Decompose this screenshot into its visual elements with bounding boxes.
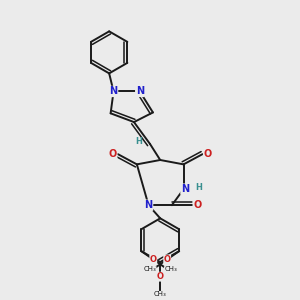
Text: N: N bbox=[145, 200, 153, 210]
Text: N: N bbox=[181, 184, 189, 194]
Text: N: N bbox=[136, 86, 144, 96]
Text: CH₃: CH₃ bbox=[154, 291, 167, 297]
Text: O: O bbox=[194, 200, 202, 210]
Text: O: O bbox=[204, 149, 212, 159]
Text: CH₃: CH₃ bbox=[143, 266, 156, 272]
Text: H: H bbox=[195, 183, 202, 192]
Text: O: O bbox=[150, 255, 157, 264]
Text: O: O bbox=[109, 149, 117, 159]
Text: CH₃: CH₃ bbox=[164, 266, 177, 272]
Text: N: N bbox=[110, 86, 118, 96]
Text: O: O bbox=[164, 255, 171, 264]
Text: O: O bbox=[157, 272, 164, 281]
Text: H: H bbox=[136, 136, 142, 146]
